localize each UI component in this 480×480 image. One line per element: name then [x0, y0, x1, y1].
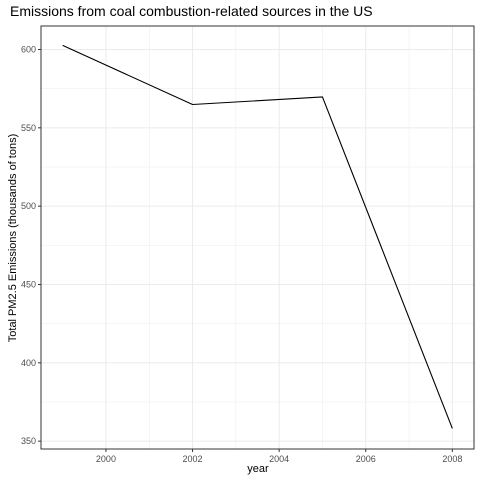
panel-border	[40, 25, 475, 450]
grid	[41, 26, 474, 449]
y-tick-label: 450	[21, 280, 36, 290]
y-tick-label: 350	[21, 436, 36, 446]
series-line	[62, 44, 453, 429]
axis-ticks: 2000 2002 2004 2006 2008 350 400 450 500 550 600	[21, 45, 462, 465]
y-tick-label: 400	[21, 358, 36, 368]
chart-title: Emissions from coal combustion-related s…	[10, 3, 373, 19]
x-tick-label: 2000	[96, 454, 116, 464]
y-tick-label: 600	[21, 45, 36, 55]
y-tick-label: 500	[21, 201, 36, 211]
x-tick-label: 2008	[442, 454, 462, 464]
y-axis-title: Total PM2.5 Emissions (thousands of tons…	[7, 134, 19, 342]
x-tick-label: 2006	[356, 454, 376, 464]
x-tick-label: 2004	[269, 454, 289, 464]
series-layer	[62, 44, 453, 429]
y-tick-label: 550	[21, 123, 36, 133]
x-axis-title: year	[247, 463, 269, 475]
x-tick-label: 2002	[183, 454, 203, 464]
